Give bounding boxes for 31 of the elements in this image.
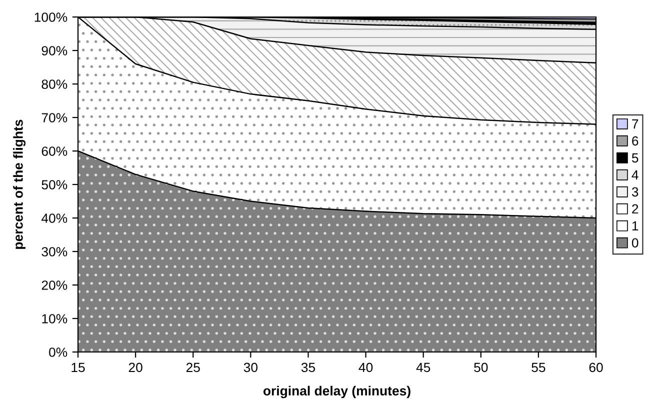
x-tick-label: 60: [589, 362, 603, 372]
y-tick-label: 0%: [49, 348, 68, 357]
y-tick-label: 50%: [42, 180, 68, 190]
x-tick-label: 35: [301, 362, 316, 372]
y-tick-label: 80%: [42, 80, 68, 89]
x-axis-title: original delay (minutes): [263, 386, 410, 398]
legend-label: 2: [632, 204, 638, 214]
x-tick-label: 40: [358, 362, 373, 372]
x-tick-label: 20: [128, 362, 142, 372]
x-tick-label: 55: [532, 362, 546, 372]
legend-label: 5: [632, 153, 638, 163]
legend-label: 1: [632, 221, 638, 230]
y-tick-label: 10%: [42, 314, 68, 324]
y-tick-label: 30%: [42, 247, 68, 256]
y-tick-label: 60%: [42, 146, 68, 156]
x-tick-label: 50: [474, 362, 488, 372]
x-tick-label: 25: [186, 362, 200, 372]
y-axis-title: percent of the flights: [13, 120, 26, 249]
y-tick-label: 100%: [34, 12, 68, 22]
y-tick-label: 70%: [42, 113, 68, 122]
y-tick-label: 40%: [41, 214, 68, 223]
legend-label: 6: [632, 136, 638, 146]
y-tick-label: 20%: [42, 280, 68, 290]
x-tick-label: 45: [416, 362, 430, 372]
x-tick-label: 30: [244, 362, 258, 372]
legend-label: 7: [632, 119, 638, 128]
legend-label: 0: [632, 238, 638, 248]
legend-label: 3: [632, 187, 638, 197]
x-tick-label: 15: [72, 362, 85, 372]
legend-label: 4: [632, 170, 638, 180]
y-tick-label: 90%: [42, 46, 68, 56]
